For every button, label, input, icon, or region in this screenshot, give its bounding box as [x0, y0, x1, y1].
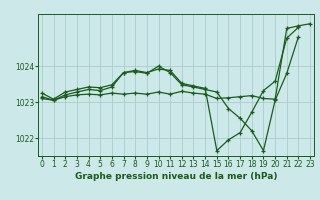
X-axis label: Graphe pression niveau de la mer (hPa): Graphe pression niveau de la mer (hPa)	[75, 172, 277, 181]
